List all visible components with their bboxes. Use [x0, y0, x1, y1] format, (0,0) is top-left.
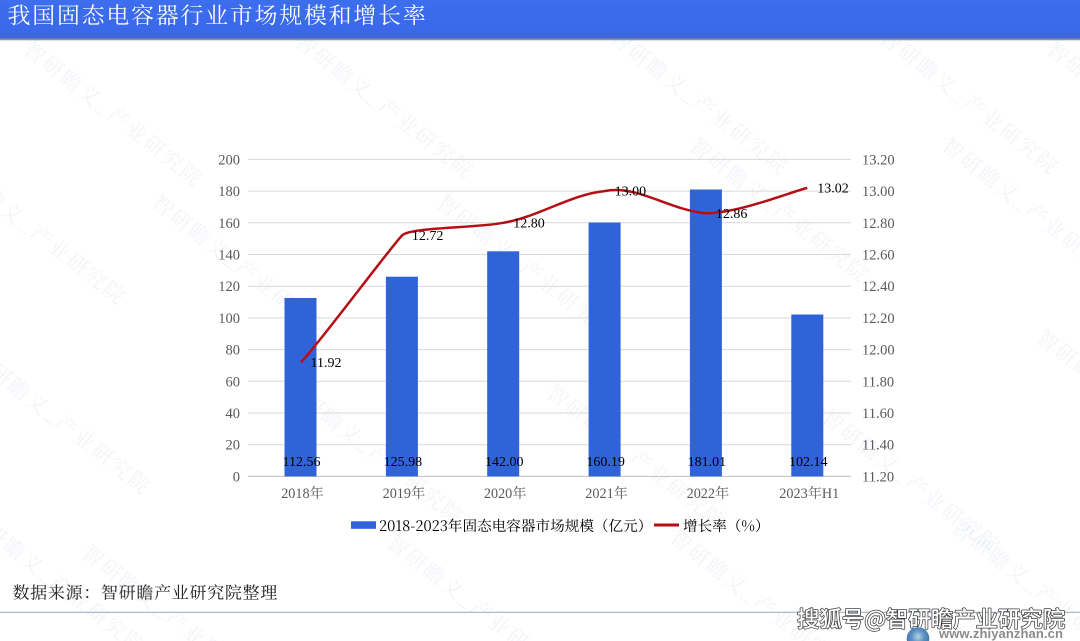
svg-text:13.00: 13.00 — [615, 185, 647, 200]
svg-text:180: 180 — [218, 184, 240, 200]
svg-text:12.86: 12.86 — [716, 207, 748, 222]
svg-text:12.00: 12.00 — [862, 343, 895, 359]
svg-text:11.40: 11.40 — [862, 438, 894, 454]
svg-text:13.02: 13.02 — [817, 181, 849, 196]
svg-text:0: 0 — [233, 469, 240, 485]
svg-text:12.72: 12.72 — [412, 229, 444, 244]
svg-text:H1: H1 — [822, 486, 839, 502]
svg-text:142.00: 142.00 — [485, 455, 524, 470]
svg-text:11.80: 11.80 — [862, 374, 894, 390]
svg-text:102.14: 102.14 — [789, 455, 828, 470]
svg-text:20: 20 — [226, 438, 241, 454]
svg-text:125.98: 125.98 — [384, 455, 423, 470]
svg-text:140: 140 — [218, 248, 240, 264]
svg-text:2021: 2021 — [585, 486, 613, 502]
svg-text:100: 100 — [218, 311, 240, 327]
svg-text:12.60: 12.60 — [862, 248, 895, 264]
svg-text:40: 40 — [226, 406, 241, 422]
svg-text:80: 80 — [226, 343, 241, 359]
svg-text:12.40: 12.40 — [862, 279, 895, 295]
svg-text:11.92: 11.92 — [311, 356, 342, 371]
svg-text:2019: 2019 — [383, 486, 411, 502]
svg-text:12.80: 12.80 — [513, 216, 545, 231]
svg-text:160.19: 160.19 — [586, 455, 625, 470]
svg-text:11.60: 11.60 — [862, 406, 894, 422]
svg-text:200: 200 — [218, 152, 240, 168]
svg-text:11.20: 11.20 — [862, 469, 894, 485]
svg-text:2020: 2020 — [484, 486, 512, 502]
svg-text:160: 160 — [218, 216, 240, 232]
svg-text:13.00: 13.00 — [862, 184, 895, 200]
svg-text:2022: 2022 — [687, 486, 715, 502]
svg-text:2018: 2018 — [281, 486, 309, 502]
svg-text:13.20: 13.20 — [862, 152, 895, 168]
svg-text:60: 60 — [226, 374, 241, 390]
svg-text:112.56: 112.56 — [283, 455, 321, 470]
svg-text:12.20: 12.20 — [862, 311, 895, 327]
svg-text:12.80: 12.80 — [862, 216, 895, 232]
svg-text:2023: 2023 — [779, 486, 807, 502]
svg-text:120: 120 — [218, 279, 240, 295]
svg-text:181.01: 181.01 — [688, 455, 727, 470]
